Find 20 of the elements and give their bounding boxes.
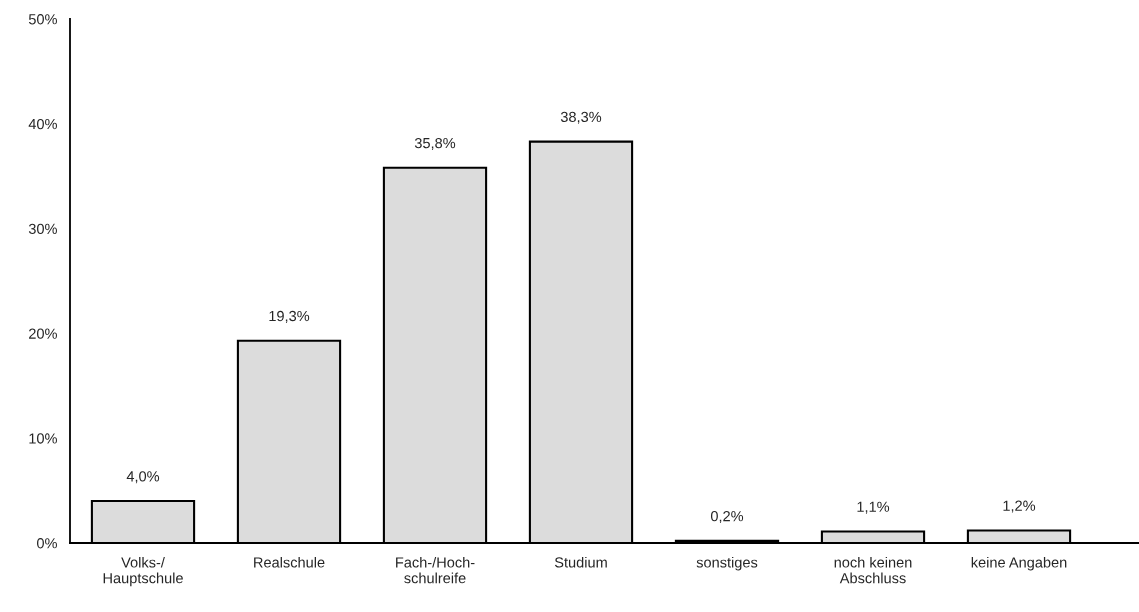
y-tick-label: 0%: [36, 538, 57, 549]
x-tick-label: Studium: [554, 556, 607, 568]
data-label: 0,2%: [710, 511, 744, 524]
y-tick-label: 30%: [28, 223, 57, 235]
x-tick-label: Fach-/Hoch- schulreife: [396, 556, 475, 584]
x-tick-label: noch keinen Abschluss: [834, 556, 912, 584]
y-tick-label: 50%: [28, 14, 57, 25]
data-label: 19,3%: [269, 310, 310, 323]
data-label: 4,0%: [126, 471, 160, 484]
x-tick-label: keine Angaben: [971, 556, 1067, 571]
y-tick-label: 10%: [29, 433, 57, 444]
data-label: 35,8%: [414, 137, 456, 150]
data-label: 1,2%: [1003, 500, 1036, 513]
data-label: 38,3%: [560, 111, 602, 124]
x-tick-label: Volks-/ Hauptschule: [103, 556, 183, 587]
data-label: 1,1%: [857, 501, 890, 514]
x-tick-label: sonstiges: [696, 556, 758, 571]
y-tick-label: 40%: [28, 118, 57, 130]
x-tick-label: Realschule: [254, 556, 325, 568]
y-tick-label: 20%: [29, 328, 57, 339]
